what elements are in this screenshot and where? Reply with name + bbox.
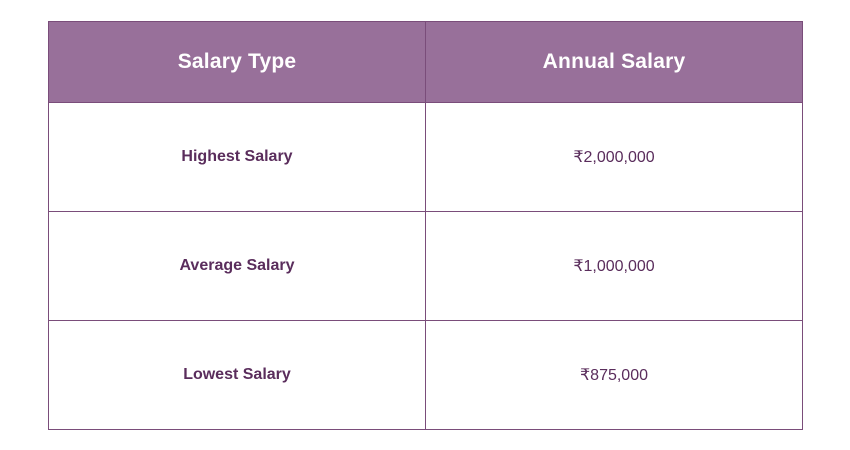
salary-type-cell: Highest Salary bbox=[48, 102, 426, 212]
header-row: Salary Type Annual Salary bbox=[48, 21, 803, 103]
annual-salary-cell: ₹1,000,000 bbox=[425, 211, 803, 321]
header-salary-type: Salary Type bbox=[48, 21, 426, 103]
salary-type-cell: Average Salary bbox=[48, 211, 426, 321]
annual-salary-cell: ₹875,000 bbox=[425, 320, 803, 430]
table-body: Highest Salary ₹2,000,000 Average Salary… bbox=[48, 102, 803, 430]
table-header: Salary Type Annual Salary bbox=[48, 21, 803, 103]
header-annual-salary: Annual Salary bbox=[425, 21, 803, 103]
table-row: Lowest Salary ₹875,000 bbox=[48, 320, 803, 430]
salary-type-cell: Lowest Salary bbox=[48, 320, 426, 430]
table-row: Average Salary ₹1,000,000 bbox=[48, 211, 803, 321]
salary-table: Salary Type Annual Salary Highest Salary… bbox=[48, 21, 803, 430]
table-row: Highest Salary ₹2,000,000 bbox=[48, 102, 803, 212]
annual-salary-cell: ₹2,000,000 bbox=[425, 102, 803, 212]
